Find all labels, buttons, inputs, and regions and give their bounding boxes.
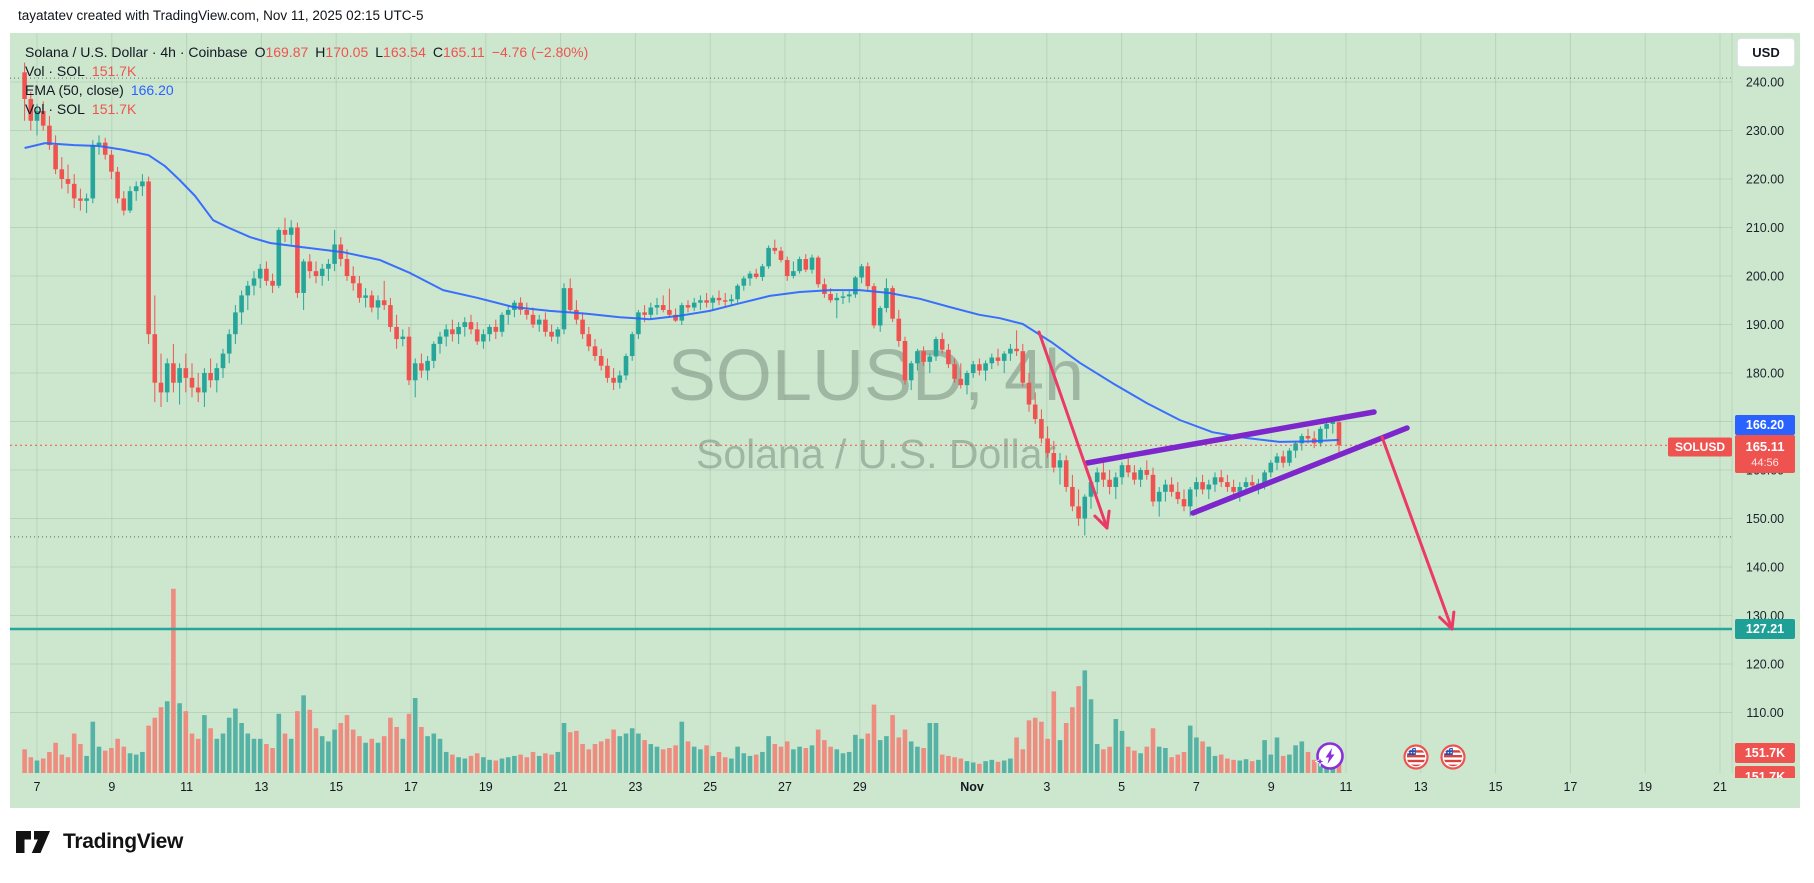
tradingview-logo[interactable]: TradingView — [15, 830, 183, 854]
legend-volume-row-1[interactable]: Vol · SOL 151.7K — [25, 62, 588, 81]
svg-text:240.00: 240.00 — [1746, 76, 1784, 90]
time-tick-label: 11 — [180, 780, 194, 794]
svg-text:44:56: 44:56 — [1751, 457, 1779, 469]
ema-label: EMA (50, close) — [25, 82, 124, 98]
ema-line — [24, 142, 1340, 443]
svg-text:165.11: 165.11 — [1745, 439, 1784, 454]
svg-text:127.21: 127.21 — [1746, 622, 1784, 636]
svg-text:SOLUSD: SOLUSD — [1675, 440, 1725, 454]
us-flag-event-icon[interactable] — [1440, 744, 1466, 770]
svg-text:190.00: 190.00 — [1746, 318, 1784, 332]
time-tick-label: 29 — [852, 780, 867, 794]
svg-text:151.7K: 151.7K — [1745, 746, 1785, 760]
volume-label: Vol · SOL — [25, 63, 85, 79]
symbol-title: Solana / U.S. Dollar · 4h · Coinbase — [25, 44, 248, 60]
event-markers[interactable] — [1314, 742, 1466, 770]
volume-badge-clipped: 151.7K — [1735, 766, 1795, 784]
time-tick-label: 19 — [1638, 780, 1653, 794]
time-tick-label: 17 — [404, 780, 418, 794]
chart-background[interactable] — [10, 33, 1800, 808]
time-tick-label: 7 — [1192, 780, 1200, 794]
ema-price-badge: 166.20 — [1735, 415, 1795, 435]
symbol-price-tag: SOLUSD — [1668, 437, 1732, 457]
svg-text:210.00: 210.00 — [1746, 221, 1784, 235]
time-tick-label: 15 — [329, 780, 344, 794]
time-tick-label: 3 — [1043, 780, 1051, 794]
time-tick-label: 21 — [553, 780, 568, 794]
candlesticks — [22, 62, 1342, 536]
svg-text:140.00: 140.00 — [1746, 561, 1784, 575]
legend-symbol-row[interactable]: Solana / U.S. Dollar · 4h · Coinbase O169… — [25, 43, 588, 62]
svg-text:120.00: 120.00 — [1746, 658, 1784, 672]
time-tick-label: 9 — [1267, 780, 1275, 794]
volume-badge: 151.7K — [1735, 743, 1795, 763]
price-axis-badges: 166.20 165.11 44:56 SOLUSD 127.21 151.7K 151.7… — [1668, 415, 1795, 784]
legend-volume-row-2[interactable]: Vol · SOL 151.7K — [25, 100, 588, 119]
svg-text:180.00: 180.00 — [1746, 367, 1784, 381]
svg-text:110.00: 110.00 — [1746, 706, 1783, 720]
dotted-level-lines — [10, 77, 1732, 538]
currency-toggle-button[interactable]: USD — [1737, 38, 1795, 67]
wedge-trendlines[interactable] — [1084, 409, 1410, 516]
last-price-badge: 165.11 44:56 — [1735, 435, 1795, 473]
time-tick-label: Nov — [960, 780, 984, 794]
time-axis[interactable]: 7 9 11 13 15 17 19 21 23 25 27 29 Nov 3 5 7 9 11 13 15 17 19 2… — [10, 773, 1732, 808]
volume-bars — [22, 588, 1342, 773]
svg-text:200.00: 200.00 — [1746, 270, 1784, 284]
svg-text:166.20: 166.20 — [1746, 418, 1784, 432]
ema-value: 166.20 — [130, 82, 174, 98]
time-tick-label: 15 — [1488, 780, 1503, 794]
ohlc-values: O169.87 H170.05 L163.54 C165.11 — [254, 44, 485, 60]
time-tick-label: 11 — [1339, 780, 1353, 794]
time-tick-label: 13 — [254, 780, 269, 794]
time-tick-label: 7 — [33, 780, 41, 794]
grid-lines — [10, 33, 1733, 773]
volume-value-2: 151.7K — [91, 101, 137, 117]
us-flag-event-icon[interactable] — [1403, 744, 1429, 770]
ema-50-line — [24, 142, 1340, 443]
volume-value: 151.7K — [91, 63, 137, 79]
tradingview-wordmark: TradingView — [63, 830, 184, 853]
lightning-event-icon[interactable] — [1314, 742, 1344, 770]
attribution-text: tayatatev created with TradingView.com, … — [18, 8, 424, 23]
svg-text:151.7K: 151.7K — [1745, 770, 1785, 784]
svg-text:Solana / U.S. Dollar: Solana / U.S. Dollar — [696, 431, 1056, 477]
target-line-badge: 127.21 — [1735, 619, 1795, 639]
time-tick-label: 21 — [1713, 780, 1727, 794]
time-tick-label: 23 — [628, 780, 643, 794]
time-tick-label: 13 — [1413, 780, 1428, 794]
svg-text:230.00: 230.00 — [1746, 124, 1784, 138]
change-value: −4.76 (−2.80%) — [491, 44, 589, 60]
time-tick-label: 25 — [703, 780, 718, 794]
time-tick-label: 5 — [1118, 780, 1126, 794]
time-tick-label: 17 — [1563, 780, 1578, 794]
time-tick-label: 27 — [778, 780, 792, 794]
time-tick-label: 9 — [108, 780, 116, 794]
projection-arrows[interactable] — [1037, 330, 1456, 631]
volume-label-2: Vol · SOL — [25, 101, 85, 117]
svg-text:150.00: 150.00 — [1746, 512, 1784, 526]
chart-legend: Solana / U.S. Dollar · 4h · Coinbase O169… — [25, 43, 588, 119]
time-tick-label: 19 — [478, 780, 493, 794]
svg-text:220.00: 220.00 — [1746, 173, 1784, 187]
tradingview-logo-mark — [16, 831, 50, 853]
legend-ema-row[interactable]: EMA (50, close) 166.20 — [25, 81, 588, 100]
